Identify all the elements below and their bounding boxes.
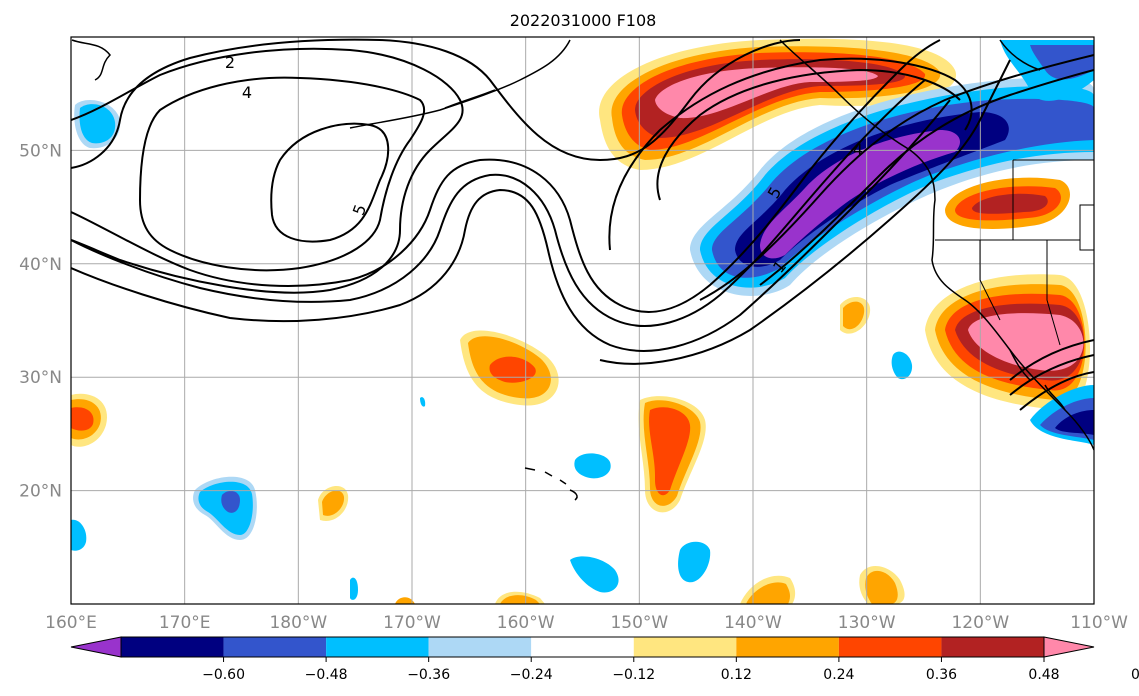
latitude-tick-label: 30°N [19,368,62,388]
longitude-tick-label: 110°W [1070,613,1128,633]
colorbar-extend-high [1043,636,1095,658]
latitude-tick-label: 50°N [19,141,62,161]
longitude-tick-labels: 160°E 170°E 180°W 170°W 160°W 150°W 140°W 130°W… [45,613,1128,633]
longitude-tick-label: 150°W [610,613,668,633]
colorbar-segment [326,637,429,657]
colorbar-tick-label: −0.36 [407,667,450,683]
colorbar-tick-label: −0.12 [612,667,655,683]
colorbar-outline [120,636,1045,658]
longitude-tick-label: 170°E [159,613,211,633]
longitude-tick-label: 160°E [45,613,97,633]
colorbar-extend-low [70,636,122,658]
colorbar-segment [223,637,327,657]
longitude-tick-label: 170°W [383,613,441,633]
colorbar-segment [941,637,1044,657]
colorbar-tick-label: −0.48 [305,667,348,683]
colorbar-tick-label: 0.36 [926,667,957,683]
map-frame [70,36,1095,605]
colorbar-segment [428,637,532,657]
longitude-tick-label: 180°W [269,613,327,633]
contour-label: 4 [853,140,863,159]
contour-label: 2 [225,53,235,72]
longitude-tick-label: 120°W [951,613,1009,633]
colorbar [70,636,1095,658]
map-gridlines [71,37,1094,604]
colorbar-segment [633,637,737,657]
colorbar-tick-label: 0.24 [823,667,854,683]
longitude-tick-label: 130°W [838,613,896,633]
height-anomaly-contours [71,38,1094,411]
colorbar-tick-label: 0.12 [721,667,752,683]
longitude-tick-label: 160°W [497,613,555,633]
map-area: 2 4 5 4 5 1 [71,37,1094,604]
negative-anomaly-shading [71,40,1094,600]
colorbar-tick-labels: −0.60 −0.48 −0.36 −0.24 −0.12 0.12 0.24 0.36 0.4… [202,657,1139,683]
colorbar-tick-label: 0.48 [1028,667,1059,683]
latitude-tick-labels: 20°N 30°N 40°N 50°N [19,141,62,501]
state-borders [935,159,1094,346]
coastlines [71,39,1094,501]
colorbar-tick-label: 0.60 [1131,667,1139,683]
colorbar-segment [531,637,634,657]
colorbar-tick-label: −0.24 [510,667,553,683]
colorbar-segment [121,637,224,657]
latitude-tick-label: 40°N [19,255,62,275]
colorbar-segment [736,637,839,657]
latitude-tick-label: 20°N [19,482,62,502]
colorbar-tick-label: −0.60 [202,667,245,683]
longitude-tick-label: 140°W [724,613,782,633]
contour-label: 4 [242,83,252,102]
colorbar-segment [838,637,942,657]
figure-title: 2022031000 F108 [510,11,657,30]
